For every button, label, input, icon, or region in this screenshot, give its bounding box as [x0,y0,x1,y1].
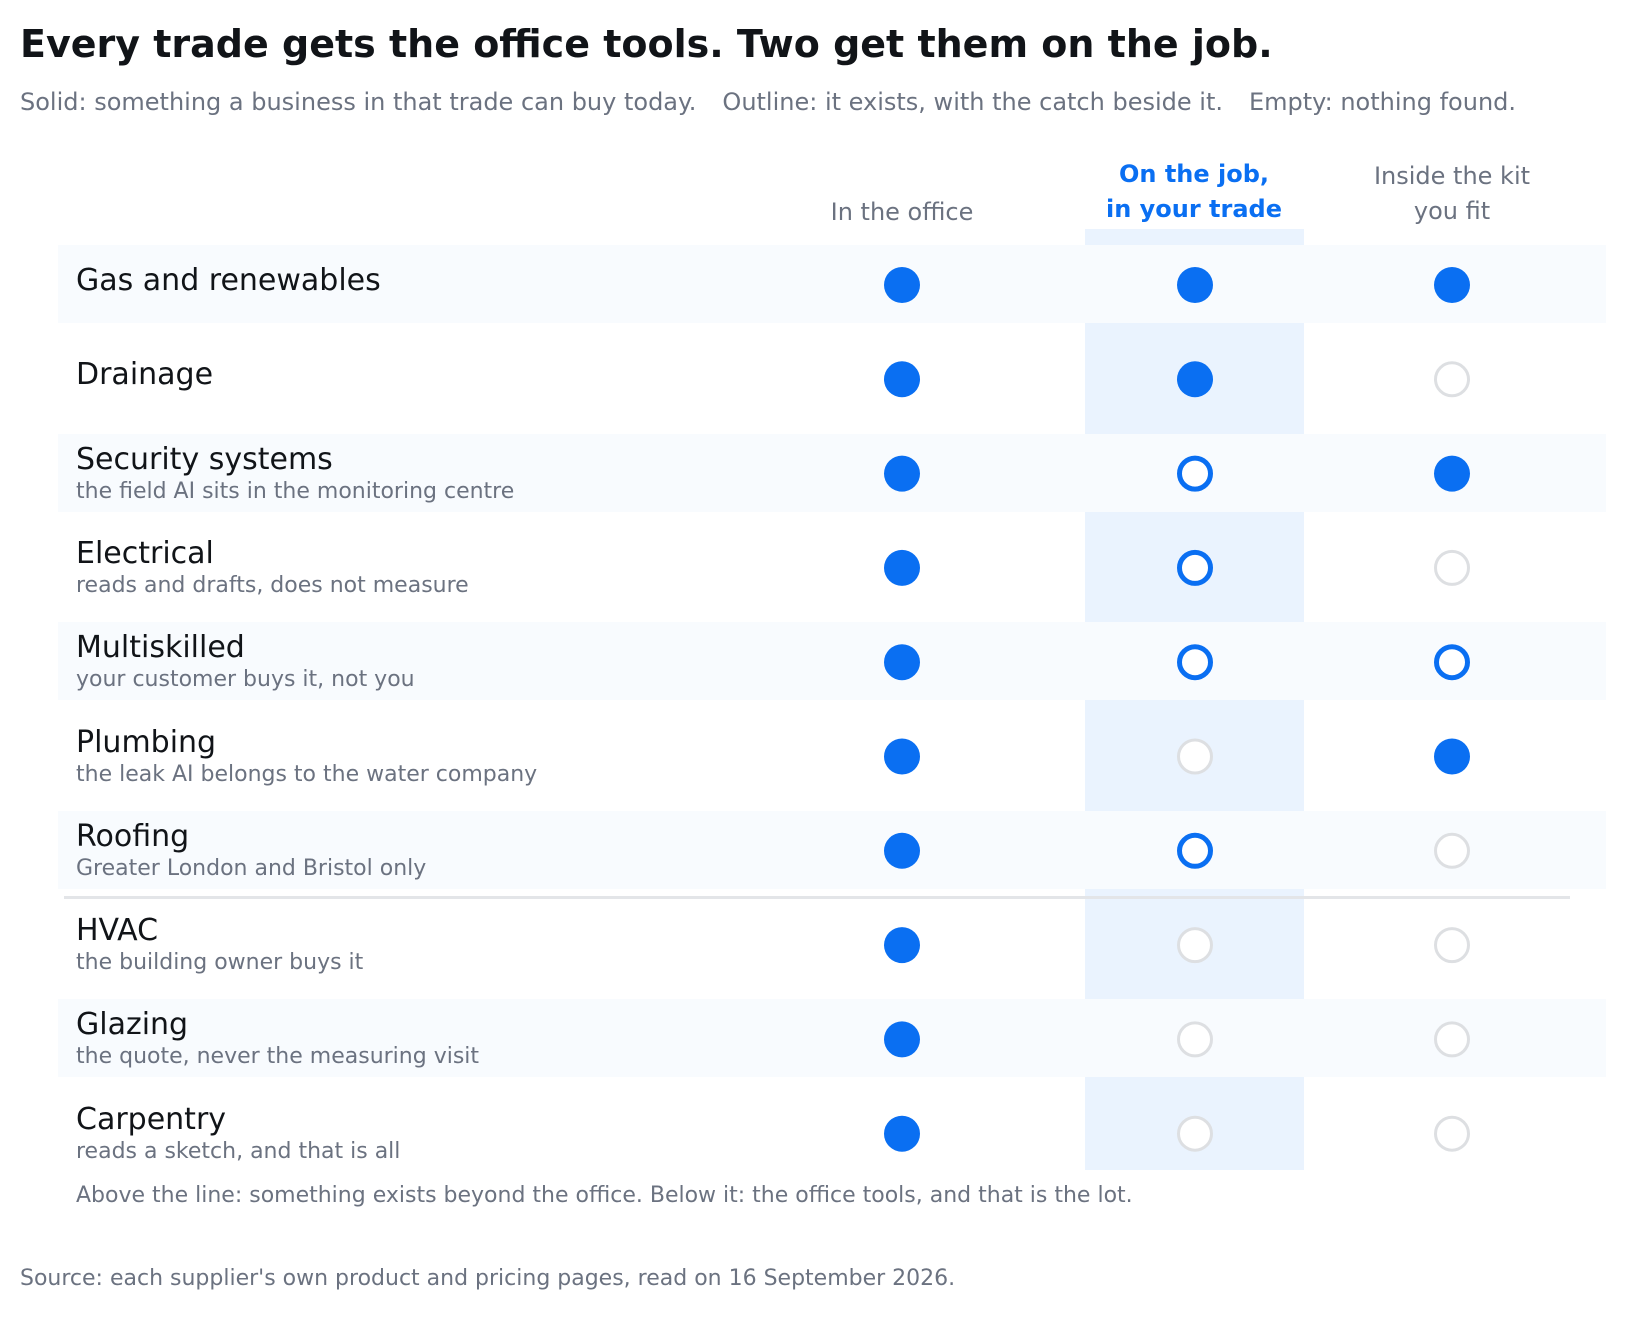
mark-solid-dot [1177,267,1213,303]
legend-empty: Empty: nothing found. [1248,88,1517,116]
mark-empty-dot [1434,549,1470,586]
trade-note: reads and drafts, does not measure [76,572,469,598]
mark-outline-dot [1177,832,1213,869]
trade-note: the field AI sits in the monitoring cent… [76,478,515,504]
table-row: Carpentry reads a sketch, and that is all [58,1094,1606,1172]
trade-note: the leak AI belongs to the water company [76,761,538,787]
trade-label: Roofing [76,818,190,854]
source-note: Source: each supplier's own product and … [20,1266,956,1291]
table-row: Electrical reads and drafts, does not mea… [58,528,1606,606]
mark-empty-dot [1434,1021,1470,1058]
mark-solid-dot [884,644,920,681]
trade-label: Carpentry [76,1101,227,1137]
mark-solid-dot [884,549,920,586]
legend-text: Solid: something a business in that trad… [20,88,1516,116]
mark-empty-dot [1434,832,1470,869]
footnote: Above the line: something exists beyond … [76,1183,1133,1208]
mark-empty-dot [1177,927,1213,964]
trade-note: the building owner buys it [76,950,364,976]
mark-empty-dot [1434,361,1470,398]
mark-empty-dot [1177,738,1213,775]
table-row: Security systems the field AI sits in the… [58,433,1606,512]
trade-label: Gas and renewables [76,263,381,298]
trade-note: Greater London and Bristol only [76,855,427,881]
table-row: Gas and renewables [58,245,1606,323]
mark-solid-dot [1434,738,1470,775]
mark-solid-dot [884,1021,920,1058]
mark-solid-dot [884,832,920,869]
mark-outline-dot [1177,549,1213,586]
table-row: Multiskilled your customer buys it, not y… [58,622,1606,701]
table-row: Plumbing the leak AI belongs to the water… [58,717,1606,795]
column-header-kit: Inside the kit you fit [1312,159,1592,229]
mark-solid-dot [1434,267,1470,303]
mark-solid-dot [884,267,920,303]
trade-label: Glazing [76,1007,189,1043]
trade-note: your customer buys it, not you [76,667,415,693]
column-header-on-the-job-line1: On the job, [1118,160,1270,188]
column-header-kit-line1: Inside the kit [1373,162,1531,190]
mark-empty-dot [1177,1021,1213,1058]
table-row: Roofing Greater London and Bristol only [58,810,1606,889]
table-row: Drainage [58,339,1606,417]
column-header-on-the-job-line2: in your trade [1105,195,1283,223]
trade-label: Multiskilled [76,630,245,666]
divider-line [64,896,1570,899]
column-header-kit-line2: you fit [1413,197,1491,225]
column-header-office: In the office [762,195,1042,230]
legend-solid: Solid: something a business in that trad… [20,88,697,116]
column-header-office-label: In the office [830,198,974,226]
mark-solid-dot [884,738,920,775]
trade-label: Security systems [76,441,333,477]
column-header-on-the-job: On the job, in your trade [1054,157,1334,227]
mark-solid-dot [1177,361,1213,398]
trade-note: the quote, never the measuring visit [76,1044,480,1070]
mark-solid-dot [1434,455,1470,492]
mark-solid-dot [884,361,920,398]
trade-label: Electrical [76,535,214,571]
mark-solid-dot [884,927,920,964]
legend-outline: Outline: it exists, with the catch besid… [722,88,1223,116]
mark-empty-dot [1177,1115,1213,1152]
mark-empty-dot [1434,1115,1470,1152]
table-row: Glazing the quote, never the measuring vi… [58,999,1606,1078]
mark-outline-dot [1177,455,1213,492]
chart-title: Every trade gets the office tools. Two g… [20,22,1273,66]
trade-label: Plumbing [76,724,217,760]
trade-note: reads a sketch, and that is all [76,1138,401,1164]
mark-solid-dot [884,1115,920,1152]
mark-outline-dot [1434,644,1470,681]
trade-label: Drainage [76,357,214,393]
mark-empty-dot [1434,927,1470,964]
table-row: HVAC the building owner buys it [58,905,1606,983]
trade-label: HVAC [76,913,159,949]
mark-solid-dot [884,455,920,492]
mark-outline-dot [1177,644,1213,681]
